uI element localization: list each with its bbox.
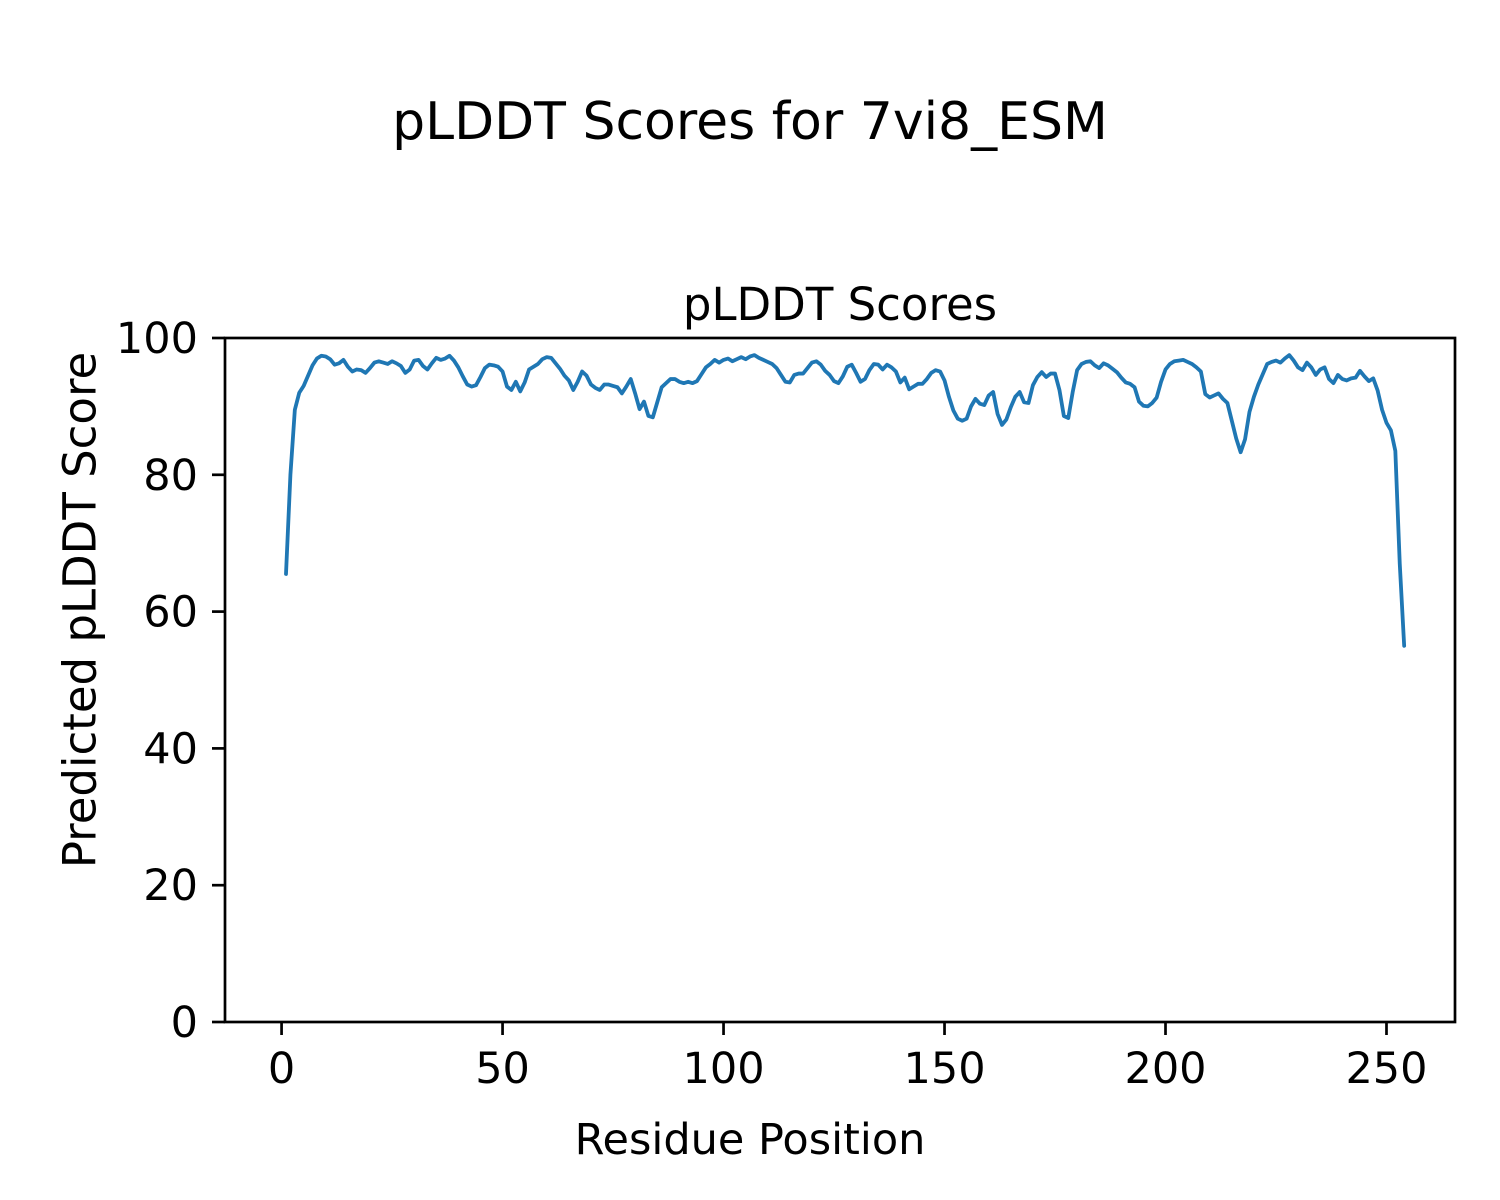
plot-area: 0 50 100 150 200 250 0 20 40 60 80 100 [116,314,1457,1094]
x-tick-label: 50 [475,1044,530,1094]
x-axis-label: Residue Position [0,1119,1500,1162]
y-tick-label: 0 [171,998,198,1048]
y-tick-label: 100 [116,314,198,364]
x-tick-label: 200 [1124,1044,1206,1094]
plddt-line [284,353,1407,648]
y-axis-label-text: Predicted pLDDT Score [53,351,107,869]
x-tick-label: 100 [683,1044,765,1094]
y-tick-label: 40 [143,724,198,774]
x-tick-label: 250 [1345,1044,1427,1094]
y-tick-label: 80 [143,451,198,501]
y-tick-label: 20 [143,861,198,911]
axes-title: pLDDT Scores [682,278,998,331]
x-tick-label: 150 [903,1044,985,1094]
plot-frame [223,336,1457,1024]
x-axis-label-text: Residue Position [574,1115,926,1165]
x-tick-label: 0 [268,1044,295,1094]
figure-title: pLDDT Scores for 7vi8_ESM [392,92,1108,152]
y-tick-label: 60 [143,588,198,638]
